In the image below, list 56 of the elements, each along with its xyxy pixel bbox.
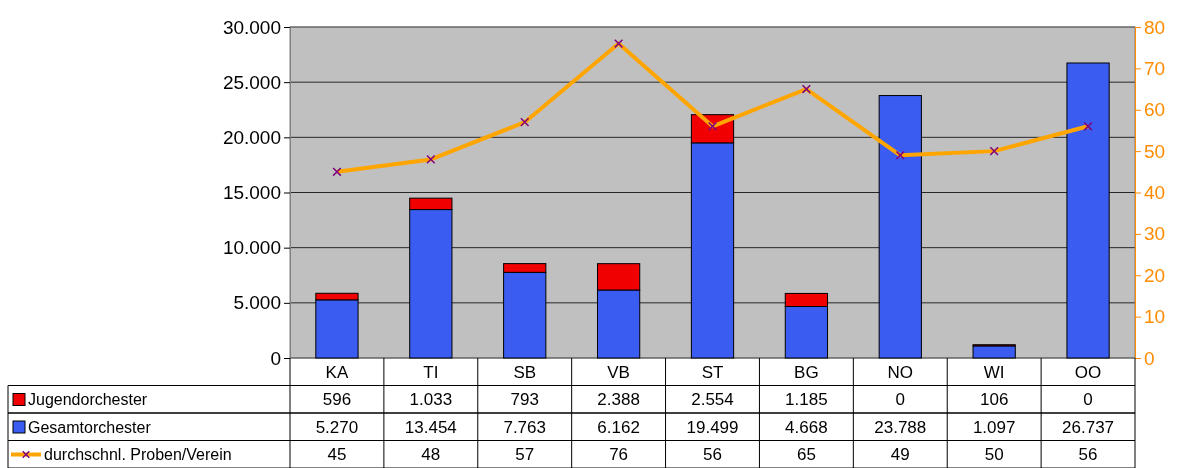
y2-tick-label: 10 bbox=[1144, 306, 1166, 328]
data-label: 7.763 bbox=[503, 417, 546, 437]
data-label: 57 bbox=[515, 445, 535, 465]
data-label: 1.033 bbox=[409, 390, 453, 410]
y2-tick-label: 50 bbox=[1144, 140, 1166, 162]
x-tick-label: NO bbox=[887, 362, 914, 382]
x-tick-label: OO bbox=[1074, 362, 1102, 382]
y2-tick-label: 30 bbox=[1144, 223, 1166, 245]
data-label: 793 bbox=[510, 390, 539, 410]
x-tick-label: VB bbox=[607, 362, 630, 382]
data-label: 0 bbox=[895, 390, 906, 410]
legend-label: durchschnl. Proben/Verein bbox=[44, 446, 232, 464]
data-label: 106 bbox=[979, 390, 1009, 410]
data-label: 26.737 bbox=[1062, 417, 1115, 437]
data-label: 5.270 bbox=[315, 417, 359, 437]
x-tick-label: TI bbox=[423, 362, 439, 382]
data-label: 1.097 bbox=[972, 417, 1016, 437]
data-label: 2.388 bbox=[597, 390, 640, 410]
data-label: 56 bbox=[703, 445, 722, 465]
data-label: 596 bbox=[322, 390, 352, 410]
y2-tick-label: 70 bbox=[1144, 57, 1166, 79]
data-label: 65 bbox=[796, 445, 816, 465]
x-tick-label: SB bbox=[513, 362, 537, 382]
data-label: 48 bbox=[421, 445, 441, 465]
y-tick-label: 0 bbox=[270, 347, 281, 369]
data-label: 13.454 bbox=[404, 417, 457, 437]
y2-tick-label: 0 bbox=[1144, 347, 1155, 369]
legend-label: Gesamtorchester bbox=[28, 418, 152, 436]
x-tick-label: KA bbox=[325, 362, 349, 382]
x-tick-label: WI bbox=[983, 362, 1005, 382]
data-label: 45 bbox=[327, 445, 347, 465]
data-label: 1.185 bbox=[785, 390, 828, 410]
data-label: 23.788 bbox=[874, 417, 927, 437]
x-tick-label: BG bbox=[794, 362, 819, 382]
y2-tick-label: 60 bbox=[1144, 99, 1166, 121]
data-label: 50 bbox=[984, 445, 1004, 465]
data-label: 19.499 bbox=[686, 417, 739, 437]
y-tick-label: 25.000 bbox=[222, 71, 281, 93]
data-label: 76 bbox=[609, 445, 629, 465]
y2-tick-label: 40 bbox=[1144, 182, 1166, 204]
y2-tick-label: 20 bbox=[1144, 264, 1166, 286]
data-label: 56 bbox=[1078, 445, 1098, 465]
x-tick-label: ST bbox=[701, 362, 724, 382]
data-label: 0 bbox=[1083, 390, 1093, 410]
data-label: 6.162 bbox=[597, 417, 640, 437]
y-tick-label: 20.000 bbox=[222, 126, 281, 148]
y2-tick-label: 80 bbox=[1144, 16, 1166, 38]
data-label: 49 bbox=[890, 445, 910, 465]
y-tick-label: 10.000 bbox=[222, 237, 281, 259]
legend-label: Jugendorchester bbox=[28, 391, 148, 409]
bar bbox=[972, 345, 1016, 359]
data-label: 4.668 bbox=[785, 417, 828, 437]
y-tick-label: 15.000 bbox=[222, 182, 281, 204]
y-tick-label: 30.000 bbox=[222, 16, 281, 38]
y-tick-label: 5.000 bbox=[233, 292, 281, 314]
data-label: 2.554 bbox=[691, 390, 734, 410]
